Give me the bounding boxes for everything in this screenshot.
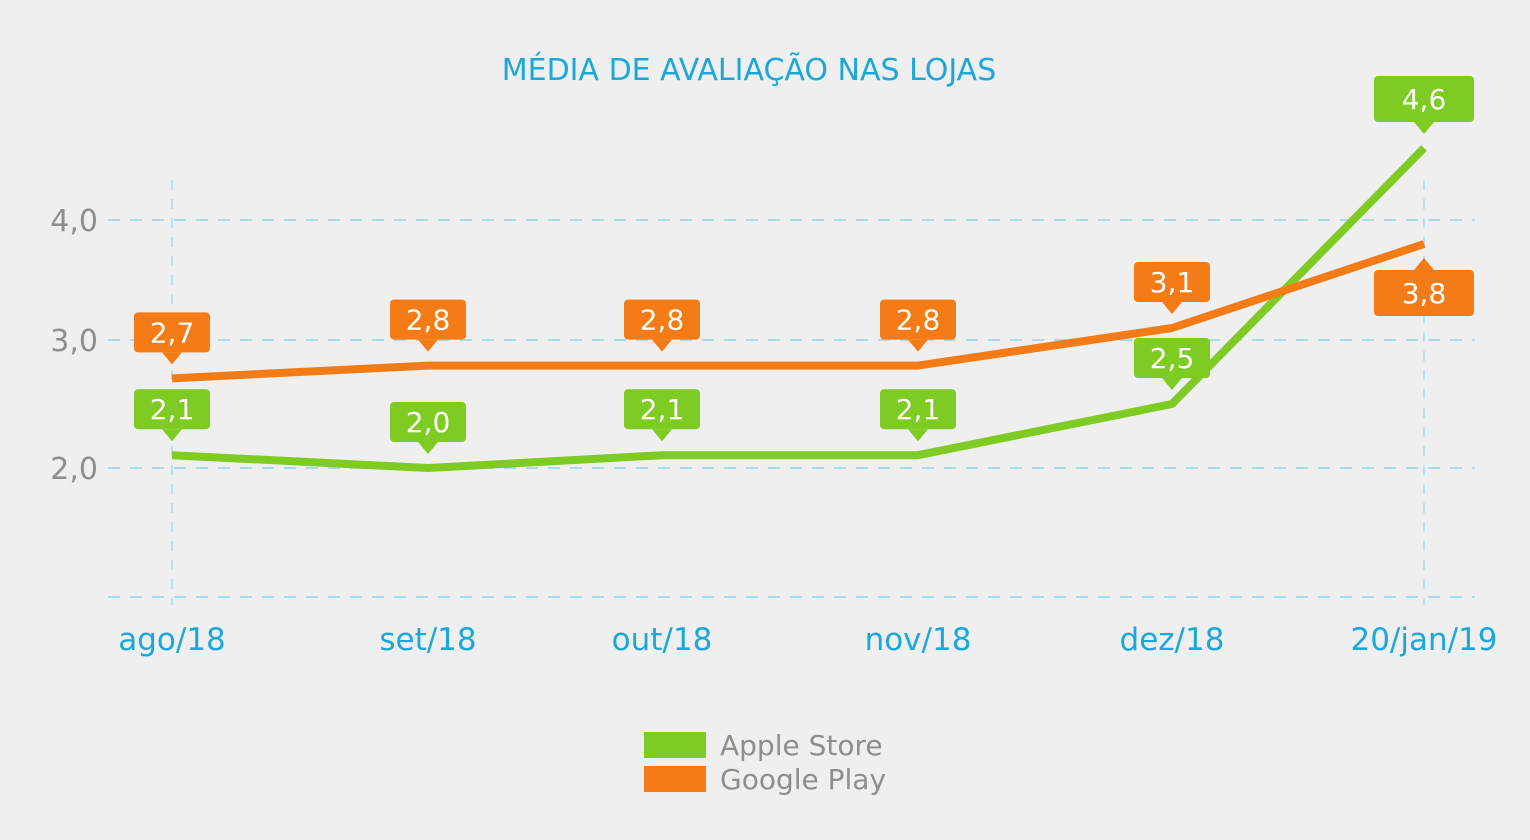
data-label: 2,1: [880, 389, 956, 442]
data-label-text: 2,0: [406, 406, 451, 439]
data-label-pointer: [418, 339, 438, 352]
data-label: 2,1: [134, 389, 210, 442]
x-tick-label: nov/18: [865, 622, 972, 658]
data-label: 3,8: [1374, 258, 1474, 316]
data-label-box: [880, 299, 956, 340]
x-tick-label: out/18: [612, 622, 713, 658]
data-label-layer: 2,1 2,0 2,1 2,1 2,5 4,6 2,7 2,8 2,8 2,8 3,1 3,8: [134, 76, 1474, 454]
data-label-box: [134, 389, 210, 430]
y-tick-label: 4,0: [50, 204, 98, 239]
data-label-box: [1134, 262, 1210, 302]
series-line-google-play: [171, 240, 1426, 383]
data-label-pointer: [652, 429, 672, 442]
data-label-box: [134, 312, 210, 353]
data-label-text: 2,1: [640, 393, 685, 426]
data-label-pointer: [908, 339, 928, 352]
data-label-text: 2,1: [150, 393, 195, 426]
data-label-box: [390, 402, 466, 442]
data-label-text: 2,1: [896, 393, 941, 426]
data-label-pointer: [418, 442, 438, 454]
axis-layer: 4,0 3,0 2,0 ago/18 set/18 out/18 nov/18 dez/18 2…: [50, 204, 1497, 658]
x-tick-label: dez/18: [1120, 622, 1225, 658]
data-label-pointer: [162, 429, 182, 442]
data-label-pointer: [908, 429, 928, 442]
data-label-box: [390, 299, 466, 340]
x-tick-label: ago/18: [118, 622, 226, 658]
data-label: 2,0: [390, 402, 466, 454]
data-label-text: 2,8: [896, 304, 941, 337]
data-label-text: 3,1: [1150, 266, 1195, 299]
data-label-pointer: [1414, 258, 1434, 270]
y-tick-label: 2,0: [50, 452, 98, 487]
data-label-pointer: [1162, 378, 1182, 390]
series-line-apple-store: [171, 145, 1427, 472]
x-tick-label: 20/jan/19: [1350, 622, 1497, 658]
data-label-text: 2,7: [150, 316, 195, 349]
series-layer: [171, 145, 1427, 472]
legend-swatch: [644, 732, 706, 758]
grid-layer: [108, 180, 1475, 605]
data-label-text: 2,8: [406, 304, 451, 337]
data-label-text: 2,5: [1150, 342, 1195, 375]
data-label-pointer: [652, 339, 672, 352]
legend-label: Apple Store: [720, 729, 883, 762]
data-label: 2,1: [624, 389, 700, 442]
data-label-box: [1374, 76, 1474, 122]
data-label-pointer: [1162, 302, 1182, 314]
data-label: 2,8: [390, 299, 466, 352]
data-label: 2,8: [624, 299, 700, 352]
data-label: 4,6: [1374, 76, 1474, 134]
y-tick-label: 3,0: [50, 324, 98, 359]
x-tick-label: set/18: [379, 622, 476, 658]
data-label-pointer: [162, 352, 182, 365]
data-label-text: 3,8: [1402, 277, 1447, 310]
chart-title: MÉDIA DE AVALIAÇÃO NAS LOJAS: [502, 52, 997, 88]
data-label-pointer: [1414, 122, 1434, 134]
data-label-text: 2,8: [640, 304, 685, 337]
data-label-box: [624, 389, 700, 430]
data-label-box: [624, 299, 700, 340]
data-label-box: [1134, 338, 1210, 378]
data-label: 2,8: [880, 299, 956, 352]
data-label-box: [1374, 270, 1474, 316]
data-label-text: 4,6: [1402, 83, 1447, 116]
data-label: 3,1: [1134, 262, 1210, 314]
legend-swatch: [644, 766, 706, 792]
data-label: 2,7: [134, 312, 210, 365]
data-label-box: [880, 389, 956, 430]
legend-label: Google Play: [720, 763, 886, 796]
data-label: 2,5: [1134, 338, 1210, 390]
